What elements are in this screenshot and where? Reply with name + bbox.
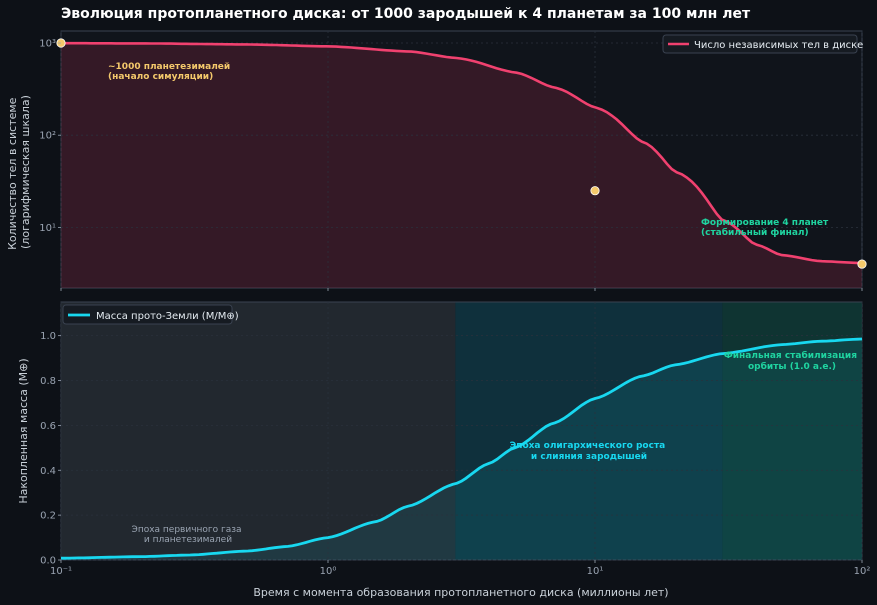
annotation-start: ~1000 планетезималей (начало симуляции) <box>108 62 233 82</box>
bottom-y-tick-label: 0.2 <box>40 511 56 522</box>
chart-title: Эволюция протопланетного диска: от 1000 … <box>61 6 751 22</box>
top-y-tick-label: 10¹ <box>39 223 56 234</box>
bottom-y-tick-label: 0.4 <box>40 466 56 477</box>
bottom-x-tick-label: 10¹ <box>587 566 604 577</box>
top-legend-box <box>662 34 858 54</box>
top-legend: Число независимых тел в диске <box>662 34 863 54</box>
bottom-y-tick-label: 0.8 <box>40 376 56 387</box>
mass-series-line <box>61 337 863 560</box>
bottom-y-tick-label: 0.0 <box>40 556 56 567</box>
bottom-x-tick-label: 10² <box>854 566 871 577</box>
bottom-legend: Масса прото-Земли (M/M⊕) <box>62 304 239 325</box>
top-y-axis-label: Количество тел в системе (логарифмическа… <box>6 94 32 250</box>
top-y-tick-label: 10² <box>39 131 56 142</box>
bottom-grid <box>60 302 863 561</box>
bodies-area-fill <box>61 43 862 289</box>
bottom-legend-box <box>62 304 233 325</box>
top-legend-label: Число независимых тел в диске <box>694 40 863 51</box>
top-grid <box>60 31 863 288</box>
mass-area-fill <box>61 339 862 560</box>
bottom-y-tick-label: 1.0 <box>40 331 56 342</box>
top-panel: 10¹ 10² 10³ Количество тел в системе (лога… <box>6 30 867 291</box>
x-axis-label: Время с момента образования протопланетн… <box>253 586 668 599</box>
event-marker <box>590 186 600 196</box>
bottom-y-axis-label: Накопленная масса (M⊕) <box>17 358 30 503</box>
bottom-x-tick-label: 10⁰ <box>320 566 337 577</box>
annotation-epoch-gas: Эпоха первичного газа и планетезималей <box>132 525 245 545</box>
bottom-legend-label: Масса прото-Земли (M/M⊕) <box>96 311 239 322</box>
bottom-y-ticks: 0.0 0.2 0.4 0.6 0.8 1.0 <box>40 331 61 567</box>
bottom-x-ticks: 10⁻¹ 10⁰ 10¹ 10² <box>50 560 870 577</box>
top-y-ticks: 10¹ 10² 10³ <box>39 39 61 234</box>
top-markers <box>56 38 867 269</box>
bottom-x-tick-label: 10⁻¹ <box>50 566 72 577</box>
annotation-epoch-final: Финальная стабилизация орбиты (1.0 а.е.) <box>724 350 860 372</box>
bottom-panel: 0.0 0.2 0.4 0.6 0.8 1.0 10⁻¹ 10⁰ 10¹ 10² Накопле… <box>17 301 870 577</box>
epoch-band <box>455 302 723 560</box>
bottom-y-tick-label: 0.6 <box>40 421 56 432</box>
annotation-epoch-oligarchic: Эпоха олигархического роста и слияния за… <box>510 441 669 462</box>
event-marker <box>857 259 867 269</box>
top-x-tick-marks <box>60 288 863 291</box>
epoch-band <box>722 302 862 560</box>
bodies-series-line <box>61 41 863 265</box>
top-plot-area <box>60 30 863 289</box>
annotation-final: Формирование 4 планет (стабильный финал) <box>701 218 831 238</box>
top-y-tick-label: 10³ <box>39 39 56 50</box>
